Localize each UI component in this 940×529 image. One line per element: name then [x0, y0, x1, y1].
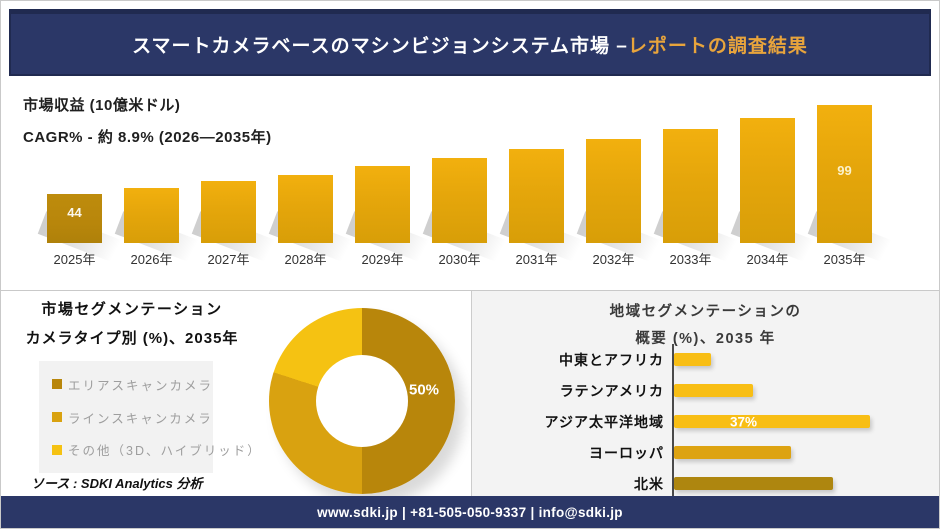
footer-bar: www.sdki.jp | +81-505-050-9337 | info@sd… — [1, 496, 939, 528]
region-bar-area — [672, 437, 929, 468]
region-bar: 37% — [674, 414, 870, 429]
revenue-chart-heading: 市場収益 (10億米ドル) CAGR% - 約 8.9% (2026―2035年… — [23, 94, 272, 147]
x-axis-label: 2028年 — [284, 252, 327, 267]
legend-label: ラインスキャンカメラ — [68, 411, 213, 426]
revenue-bar — [499, 149, 595, 267]
region-label: 中東とアフリカ — [559, 351, 664, 368]
page-title-accent: レポートの調査結果 — [627, 35, 808, 57]
region-bar — [674, 446, 791, 459]
camera-segmentation-title-line1: 市場セグメンテーション — [41, 301, 223, 318]
legend-swatch-icon — [52, 444, 62, 455]
page-title-main: スマートカメラベースのマシンビジョンシステム市場 – — [132, 35, 628, 57]
revenue-bar — [268, 175, 364, 267]
region-label: ラテンアメリカ — [559, 382, 664, 399]
region-row: アジア太平洋地域 37% — [472, 406, 929, 437]
bottom-section: 市場セグメンテーション カメラタイプ別 (%)、2035年 エリアスキャンカメラ… — [1, 290, 939, 499]
revenue-bar — [653, 129, 749, 267]
page-title: スマートカメラベースのマシンビジョンシステム市場 –レポートの調査結果 — [132, 31, 808, 58]
region-bar — [674, 384, 753, 397]
region-label: 北米 — [634, 475, 664, 492]
camera-segmentation-panel: 市場セグメンテーション カメラタイプ別 (%)、2035年 エリアスキャンカメラ… — [1, 291, 471, 498]
region-bar-area — [672, 375, 929, 406]
region-segmentation-panel: 地域セグメンテーションの 概要 (%)、2035 年 中東とアフリカ ラテンアメリ… — [471, 291, 939, 499]
x-axis-label: 2032年 — [592, 252, 635, 267]
footer-contact: www.sdki.jp | +81-505-050-9337 | info@sd… — [317, 504, 623, 520]
legend-swatch-icon — [52, 412, 62, 422]
region-row: 中東とアフリカ — [472, 344, 929, 375]
legend-label: エリアスキャンカメラ — [68, 378, 214, 393]
revenue-years: 2025年 2026年 2027年 2028年 2029年 2030年 2031年 2032年… — [47, 249, 872, 268]
legend-label: その他（3D、ハイブリッド） — [68, 444, 262, 459]
revenue-bar — [422, 158, 518, 267]
revenue-bar — [576, 139, 672, 267]
region-bar-area — [672, 344, 929, 375]
legend-item-other: その他（3D、ハイブリッド） — [52, 440, 260, 459]
revenue-bar — [345, 166, 441, 267]
revenue-bar — [114, 188, 210, 267]
legend-item-area-scan: エリアスキャンカメラ — [52, 375, 213, 394]
region-row: ヨーロッパ — [472, 437, 929, 468]
region-bar-area — [672, 468, 929, 499]
bar-data-label: 99 — [837, 163, 852, 178]
region-bar — [674, 353, 711, 366]
x-axis-label: 2033年 — [669, 252, 712, 267]
source-attribution: ソース : SDKI Analytics 分析 — [31, 476, 203, 491]
revenue-bar: 99 — [807, 105, 903, 267]
donut-data-label: 50% — [408, 381, 440, 399]
x-axis-label: 2026年 — [130, 252, 173, 267]
x-axis-label: 2030年 — [438, 252, 481, 267]
legend-item-line-scan: ラインスキャンカメラ — [52, 408, 213, 427]
region-bar-data-label: 37% — [730, 414, 758, 429]
revenue-metric-label: 市場収益 (10億米ドル) — [23, 97, 181, 114]
revenue-bar — [730, 118, 826, 267]
region-row: ラテンアメリカ — [472, 375, 929, 406]
region-rows: 中東とアフリカ ラテンアメリカアジア太平洋地域 37% ヨーロッパ北米 — [472, 344, 929, 499]
x-axis-label: 2027年 — [207, 252, 250, 267]
revenue-chart-section: 市場収益 (10億米ドル) CAGR% - 約 8.9% (2026―2035年… — [1, 76, 939, 290]
revenue-bar: 44 — [37, 194, 133, 267]
legend-swatch-icon — [52, 379, 62, 390]
report-banner: スマートカメラベースのマシンビジョンシステム市場 –レポートの調査結果 — [9, 9, 931, 76]
x-axis-label: 2035年 — [823, 252, 866, 267]
camera-segmentation-title-line2: カメラタイプ別 (%)、2035年 — [25, 330, 239, 347]
revenue-cagr-label: CAGR% - 約 8.9% (2026―2035年) — [23, 129, 272, 146]
x-axis-label: 2025年 — [53, 252, 96, 267]
camera-segmentation-title: 市場セグメンテーション カメラタイプ別 (%)、2035年 — [1, 298, 263, 348]
region-bar-area: 37% — [672, 406, 929, 437]
region-title-line2: 概要 (%)、2035 年 — [635, 331, 776, 347]
region-label: ヨーロッパ — [589, 444, 664, 461]
region-title: 地域セグメンテーションの 概要 (%)、2035 年 — [472, 291, 939, 348]
region-label: アジア太平洋地域 — [544, 413, 664, 430]
revenue-bar — [191, 181, 287, 267]
donut-legend: エリアスキャンカメラ ラインスキャンカメラ その他（3D、ハイブリッド） — [39, 361, 260, 473]
x-axis-label: 2031年 — [515, 252, 558, 267]
region-title-line1: 地域セグメンテーションの — [609, 304, 802, 320]
bar-data-label: 44 — [67, 205, 82, 220]
region-row: 北米 — [472, 468, 929, 499]
x-axis-label: 2029年 — [361, 252, 404, 267]
donut-chart: 50% — [269, 308, 455, 494]
region-bar — [674, 477, 833, 490]
x-axis-label: 2034年 — [746, 252, 789, 267]
revenue-bars: 44 99 — [37, 105, 903, 267]
